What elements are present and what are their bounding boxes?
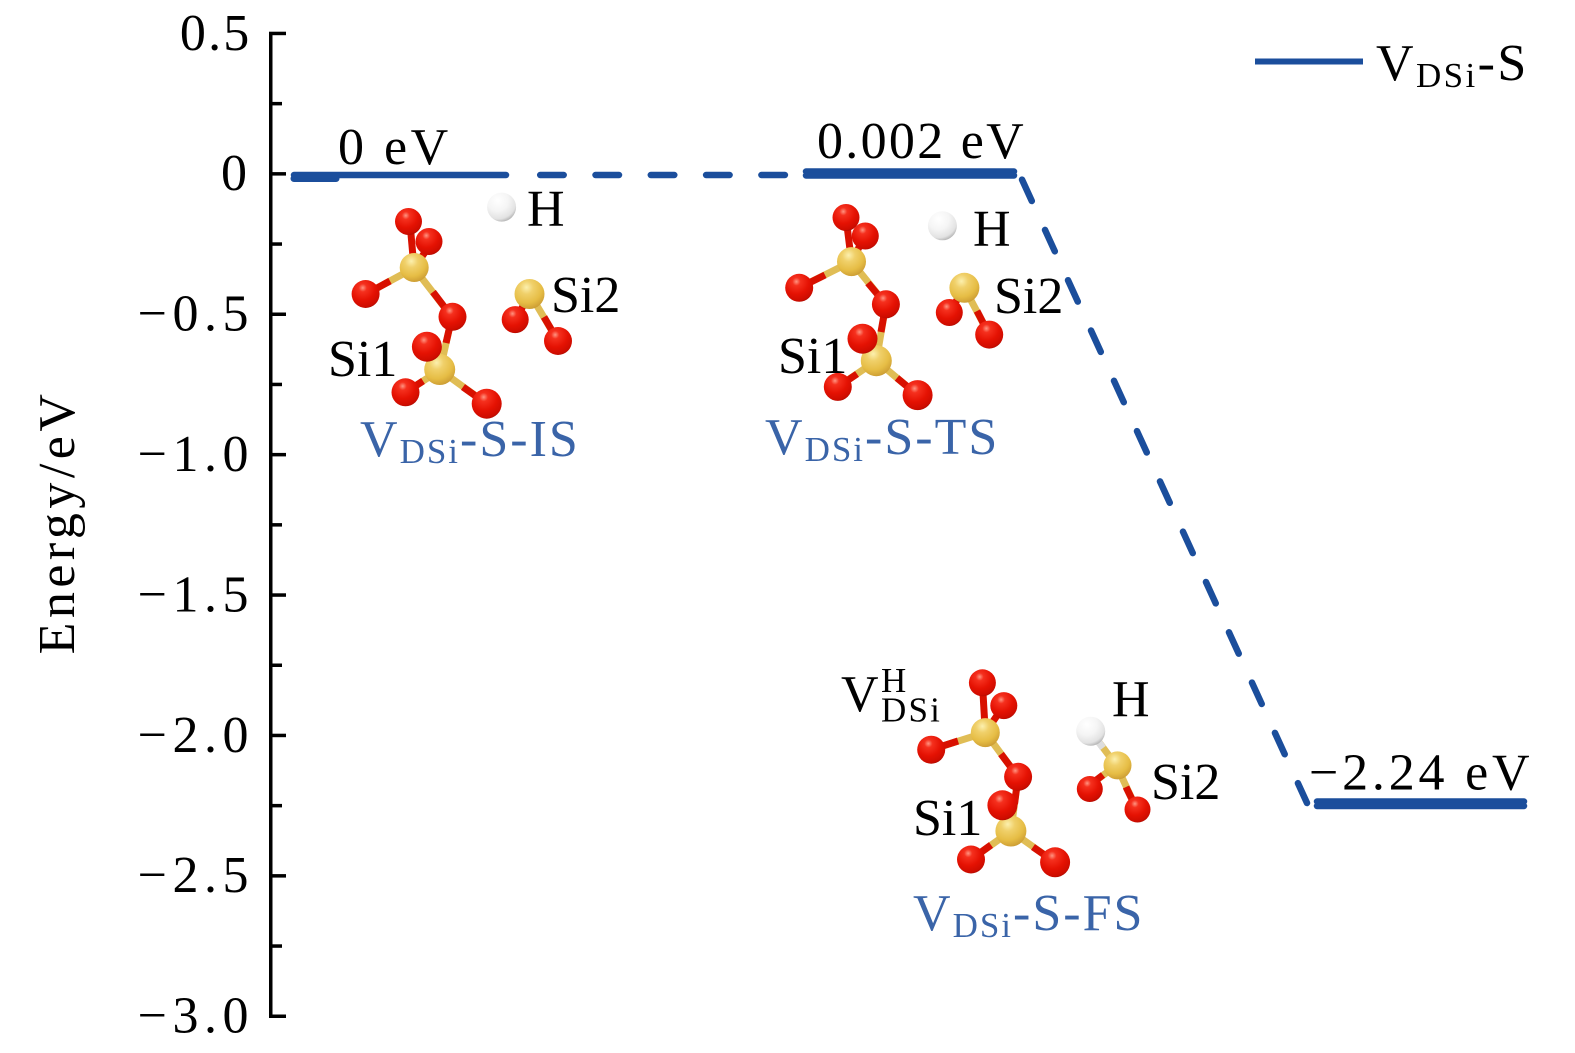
svg-text:H: H xyxy=(881,661,906,700)
svg-text:Si2: Si2 xyxy=(994,268,1063,325)
svg-text:H: H xyxy=(973,201,1011,258)
svg-text:DSi: DSi xyxy=(881,691,942,730)
svg-text:−2.24 eV: −2.24 eV xyxy=(1309,745,1533,802)
svg-text:−1.0: −1.0 xyxy=(138,426,254,483)
svg-text:H: H xyxy=(1112,672,1150,729)
svg-text:−3.0: −3.0 xyxy=(138,988,254,1045)
svg-text:−2.5: −2.5 xyxy=(138,847,254,904)
svg-text:Si1: Si1 xyxy=(328,331,397,388)
svg-text:0.002 eV: 0.002 eV xyxy=(817,113,1026,170)
svg-text:0: 0 xyxy=(221,145,247,202)
svg-text:Si2: Si2 xyxy=(1151,754,1220,811)
svg-text:0.5: 0.5 xyxy=(180,5,252,62)
svg-text:VDSi-S-IS: VDSi-S-IS xyxy=(360,411,580,471)
svg-text:Si1: Si1 xyxy=(913,790,982,847)
svg-text:Energy/eV: Energy/eV xyxy=(29,390,86,655)
svg-text:H: H xyxy=(527,181,565,238)
svg-text:−1.5: −1.5 xyxy=(138,566,254,623)
svg-text:−0.5: −0.5 xyxy=(138,286,254,343)
svg-text:−2.0: −2.0 xyxy=(138,707,254,764)
svg-text:0 eV: 0 eV xyxy=(338,119,452,176)
svg-text:VDSi-S-TS: VDSi-S-TS xyxy=(765,409,999,469)
svg-text:V: V xyxy=(841,666,879,723)
svg-text:Si2: Si2 xyxy=(551,267,620,324)
svg-text:Si1: Si1 xyxy=(778,328,847,385)
svg-text:VDSi-S: VDSi-S xyxy=(1376,35,1529,95)
svg-text:VDSi-S-FS: VDSi-S-FS xyxy=(913,885,1144,945)
